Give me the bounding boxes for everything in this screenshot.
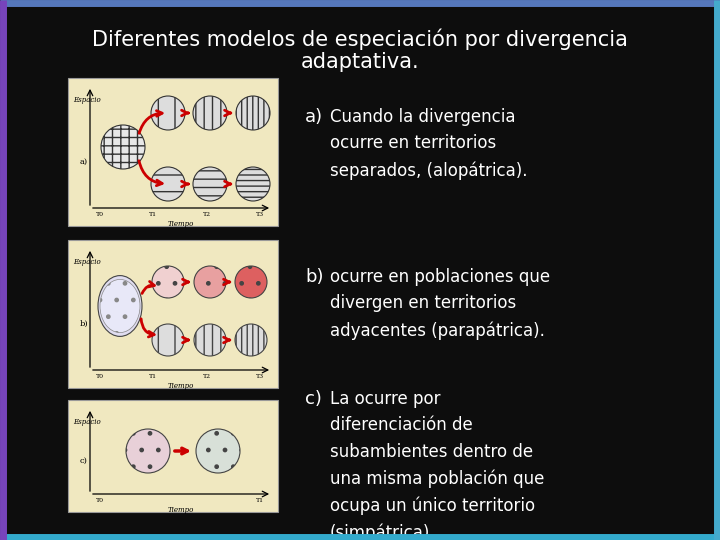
Text: ocurre en poblaciones que
divergen en territorios
adyacentes (parapátrica).: ocurre en poblaciones que divergen en te… — [330, 268, 550, 340]
Text: Cuando la divergencia
ocurre en territorios
separados, (alopátrica).: Cuando la divergencia ocurre en territor… — [330, 108, 528, 180]
Text: T2: T2 — [202, 374, 211, 379]
Ellipse shape — [235, 266, 267, 298]
Text: a): a) — [305, 108, 323, 126]
Ellipse shape — [235, 324, 267, 356]
Text: T1: T1 — [149, 374, 158, 379]
Text: Espacio: Espacio — [73, 418, 101, 426]
Ellipse shape — [236, 167, 270, 201]
Ellipse shape — [194, 266, 226, 298]
Text: b): b) — [305, 268, 323, 286]
Ellipse shape — [196, 429, 240, 473]
Text: Tiempo: Tiempo — [168, 506, 194, 514]
Ellipse shape — [236, 96, 270, 130]
Text: a): a) — [80, 158, 88, 166]
Text: b): b) — [80, 320, 89, 328]
Ellipse shape — [151, 167, 185, 201]
Text: T3: T3 — [256, 212, 264, 217]
Text: T0: T0 — [96, 498, 104, 503]
Ellipse shape — [126, 429, 170, 473]
Text: Diferentes modelos de especiación por divergencia: Diferentes modelos de especiación por di… — [92, 28, 628, 50]
Bar — [68, 78, 278, 226]
Ellipse shape — [193, 96, 227, 130]
Text: T1: T1 — [149, 212, 158, 217]
Ellipse shape — [152, 324, 184, 356]
Text: Espacio: Espacio — [73, 96, 101, 104]
Text: c): c) — [80, 457, 88, 465]
Text: Espacio: Espacio — [73, 258, 101, 266]
Bar — [68, 400, 278, 512]
Text: c): c) — [305, 390, 322, 408]
Ellipse shape — [193, 167, 227, 201]
Bar — [68, 240, 278, 388]
Ellipse shape — [152, 266, 184, 298]
Ellipse shape — [100, 279, 140, 333]
Text: T0: T0 — [96, 212, 104, 217]
Text: T2: T2 — [202, 212, 211, 217]
Text: T3: T3 — [256, 374, 264, 379]
Text: adaptativa.: adaptativa. — [301, 52, 419, 72]
Ellipse shape — [194, 324, 226, 356]
Text: Tiempo: Tiempo — [168, 220, 194, 228]
Text: Tiempo: Tiempo — [168, 382, 194, 390]
Ellipse shape — [101, 125, 145, 169]
Ellipse shape — [151, 96, 185, 130]
Text: La ocurre por
diferenciación de
subambientes dentro de
una misma población que
o: La ocurre por diferenciación de subambie… — [330, 390, 544, 540]
Ellipse shape — [98, 275, 142, 336]
Text: T1: T1 — [256, 498, 264, 503]
Text: T0: T0 — [96, 374, 104, 379]
